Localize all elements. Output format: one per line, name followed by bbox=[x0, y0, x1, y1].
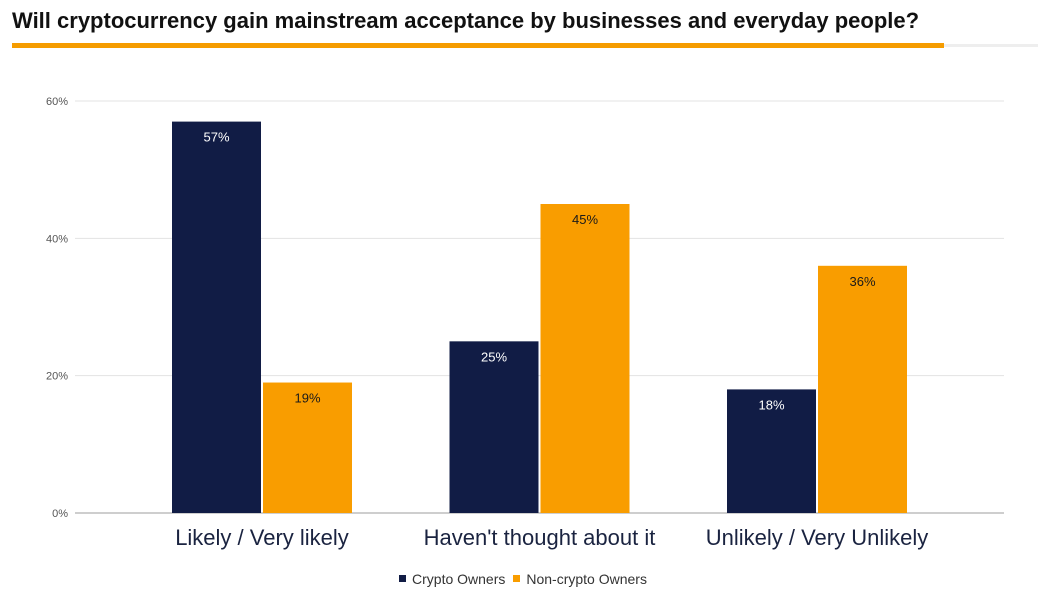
legend-swatch bbox=[513, 575, 521, 582]
y-tick-label: 0% bbox=[52, 508, 68, 520]
chart-legend: Crypto Owners Non-crypto Owners bbox=[0, 571, 1046, 587]
x-category-label: Unlikely / Very Unlikely bbox=[706, 525, 929, 550]
legend-label: Crypto Owners bbox=[412, 571, 506, 587]
legend-item: Crypto Owners bbox=[399, 571, 505, 587]
legend-item: Non-crypto Owners bbox=[513, 571, 647, 587]
bar bbox=[727, 389, 816, 513]
data-label: 25% bbox=[481, 349, 507, 364]
data-label: 18% bbox=[758, 397, 784, 412]
x-category-label: Haven't thought about it bbox=[424, 525, 656, 550]
title-accent-underline bbox=[12, 43, 944, 48]
chart-title: Will cryptocurrency gain mainstream acce… bbox=[12, 8, 920, 33]
bar bbox=[818, 265, 907, 513]
y-tick-label: 20% bbox=[46, 371, 68, 383]
data-label: 36% bbox=[849, 274, 875, 289]
title-underline-track bbox=[944, 44, 1038, 47]
chart-header: Will cryptocurrency gain mainstream acce… bbox=[0, 0, 1046, 52]
data-label: 45% bbox=[572, 212, 598, 227]
y-tick-label: 40% bbox=[46, 233, 68, 245]
legend-label: Non-crypto Owners bbox=[526, 571, 647, 587]
y-tick-label: 60% bbox=[46, 96, 68, 108]
bar bbox=[449, 341, 539, 513]
bar-chart: 0% 20% 40% 60% 57% 19% Likely / Very likely 25%… bbox=[46, 96, 1004, 550]
data-label: 19% bbox=[294, 391, 320, 406]
bar bbox=[172, 121, 261, 513]
bar bbox=[540, 204, 630, 513]
legend-swatch bbox=[399, 575, 407, 582]
bar bbox=[263, 382, 352, 513]
data-label: 57% bbox=[203, 130, 229, 145]
x-category-label: Likely / Very likely bbox=[175, 525, 349, 550]
